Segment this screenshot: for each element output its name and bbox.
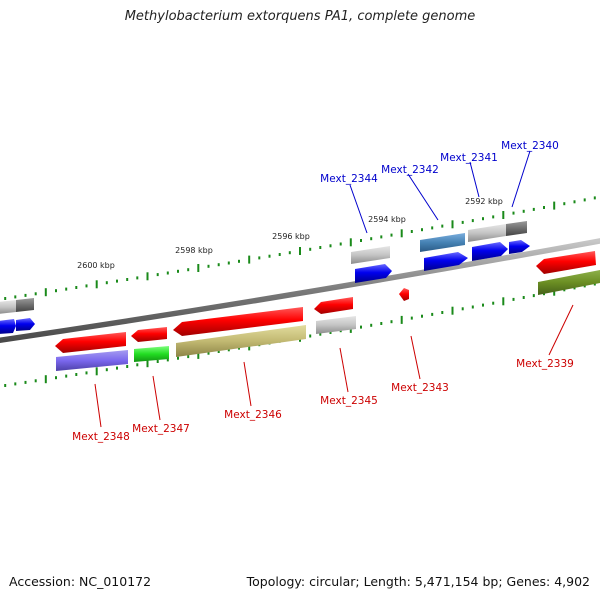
feature-mext-2344-gene[interactable] [351, 246, 390, 264]
scale-label-2598: 2598 kbp [175, 246, 213, 255]
gene-label-mext-2345[interactable]: Mext_2345 [320, 395, 378, 407]
gene-label-mext-2348[interactable]: Mext_2348 [72, 431, 130, 443]
feature-mext-2348-cds[interactable] [55, 332, 126, 353]
reverse-features [55, 251, 600, 371]
feature-mext-2339-gene[interactable] [538, 270, 600, 295]
feature-mext-2344-cds[interactable] [355, 264, 392, 283]
genome-summary-text: Topology: circular; Length: 5,471,154 bp… [246, 574, 590, 589]
feature-mext-2340-gene[interactable] [506, 221, 527, 236]
genome-backbone [0, 238, 600, 344]
callout-lines [94, 150, 574, 428]
feature-mext-2343-cds[interactable] [399, 288, 409, 301]
feature-left-blue[interactable] [0, 318, 35, 334]
gene-label-mext-2344[interactable]: Mext_2344 [320, 173, 378, 185]
feature-mext-2346-gene[interactable] [176, 325, 306, 357]
feature-mext-2342-gene[interactable] [420, 233, 465, 252]
feature-mext-2340-cds[interactable] [509, 240, 530, 254]
gene-label-mext-2341[interactable]: Mext_2341 [440, 152, 498, 164]
map-title: Methylobacterium extorquens PA1, complet… [124, 9, 476, 24]
gene-label-mext-2346[interactable]: Mext_2346 [224, 409, 282, 421]
feature-mext-2341-cds[interactable] [472, 242, 508, 261]
feature-mext-2339-cds[interactable] [536, 251, 596, 274]
forward-features [0, 221, 530, 334]
scale-label-2596: 2596 kbp [272, 232, 310, 241]
feature-mext-2347-cds[interactable] [131, 327, 167, 342]
feature-mext-2342-cds[interactable] [424, 252, 468, 271]
feature-mext-2347-gene[interactable] [134, 346, 169, 362]
feature-mext-2345-cds[interactable] [314, 297, 353, 314]
scale-label-2600: 2600 kbp [77, 261, 115, 270]
feature-left-gray[interactable] [0, 298, 34, 314]
gene-label-mext-2347[interactable]: Mext_2347 [132, 423, 190, 435]
feature-mext-2341-gene[interactable] [468, 224, 506, 242]
feature-mext-2346-cds[interactable] [173, 307, 303, 336]
gene-label-mext-2343[interactable]: Mext_2343 [391, 382, 449, 394]
gene-label-mext-2339[interactable]: Mext_2339 [516, 358, 574, 370]
feature-mext-2348-gene[interactable] [56, 350, 128, 371]
scale-label-2592: 2592 kbp [465, 197, 503, 206]
accession-text: Accession: NC_010172 [9, 574, 152, 589]
scale-ticks-top [4, 196, 596, 300]
feature-mext-2345-gene[interactable] [316, 316, 356, 334]
gene-label-mext-2340[interactable]: Mext_2340 [501, 140, 559, 152]
scale-label-2594: 2594 kbp [368, 215, 406, 224]
gene-label-mext-2342[interactable]: Mext_2342 [381, 164, 439, 176]
